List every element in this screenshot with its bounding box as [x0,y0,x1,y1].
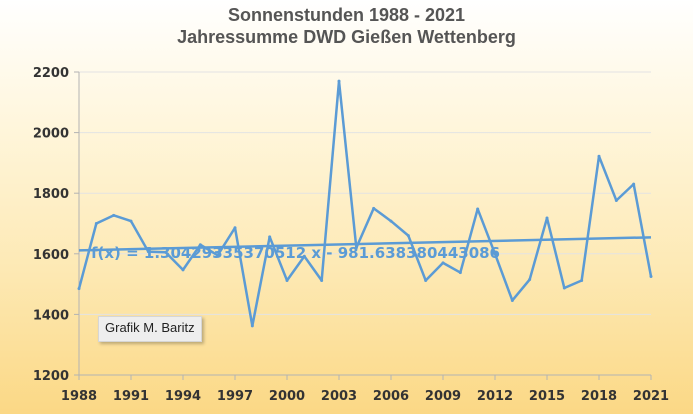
data-point-2006 [389,219,393,223]
data-point-1996 [216,253,220,257]
data-point-2005 [372,206,376,210]
x-tick-label-2015: 2015 [529,389,565,404]
data-point-1991 [129,219,133,223]
y-tick-label-1400: 1400 [33,308,69,323]
data-point-2018 [597,154,601,158]
data-point-2019 [614,198,618,202]
data-point-2011 [476,207,480,211]
chart-subtitle: Jahressumme DWD Gießen Wettenberg [177,27,516,47]
data-point-1990 [112,213,116,217]
tick-labels: 1200 1400 1600 1800 2000 2200 1988 1991 1994 1997… [33,66,669,404]
y-tick-label-1800: 1800 [33,187,69,202]
data-point-2020 [632,182,636,186]
x-tick-label-1991: 1991 [113,389,149,404]
gridlines [79,71,651,315]
y-tick-label-2200: 2200 [33,66,69,81]
data-point-1994 [181,268,185,272]
data-point-2015 [545,216,549,220]
data-point-2014 [528,278,532,282]
x-tick-label-2021: 2021 [633,389,669,404]
data-point-1988 [77,287,81,291]
data-point-1989 [94,222,98,225]
data-point-2009 [441,261,445,265]
data-point-2016 [562,286,566,290]
y-tick-label-1600: 1600 [33,248,69,263]
x-tick-label-2000: 2000 [269,389,305,404]
data-point-2013 [510,298,514,302]
x-tick-label-2003: 2003 [321,389,357,404]
trendline-group: f(x) = 1.30429335370512 x - 981.63838044… [78,236,652,262]
data-point-1993 [164,250,168,254]
data-point-1992 [146,250,150,254]
data-point-2004 [354,246,358,250]
data-point-1999 [268,235,272,239]
axes [74,71,652,380]
x-tick-label-2006: 2006 [373,389,409,404]
x-tick-label-1988: 1988 [61,389,97,404]
data-point-2000 [285,278,289,282]
series-line-0 [77,79,653,328]
data-point-2012 [493,252,497,256]
x-tick-label-2009: 2009 [425,389,461,404]
data-point-2001 [302,254,306,258]
y-tick-label-1200: 1200 [33,369,69,384]
y-tick-label-2000: 2000 [33,127,69,142]
data-point-2003 [337,79,341,83]
data-point-2002 [320,278,324,282]
data-point-2007 [406,234,410,238]
x-tick-label-2012: 2012 [477,389,513,404]
data-point-2010 [458,271,462,275]
data-point-1998 [250,324,254,328]
x-tick-label-1994: 1994 [165,389,201,404]
data-point-2017 [580,278,584,282]
data-point-2021 [649,275,653,279]
data-point-1995 [198,243,202,247]
credit-annotation: Grafik M. Baritz [98,316,202,342]
chart-title-block: Sonnenstunden 1988 - 2021 Jahressumme DW… [0,4,693,48]
trendline-equation-label: f(x) = 1.30429335370512 x - 981.63838044… [91,244,500,262]
x-tick-label-1997: 1997 [217,389,253,404]
data-point-1997 [233,226,237,230]
x-tick-label-2018: 2018 [581,389,617,404]
trendline [78,236,652,252]
data-point-2008 [424,278,428,282]
chart-title: Sonnenstunden 1988 - 2021 [227,5,466,25]
series-group [77,79,653,328]
